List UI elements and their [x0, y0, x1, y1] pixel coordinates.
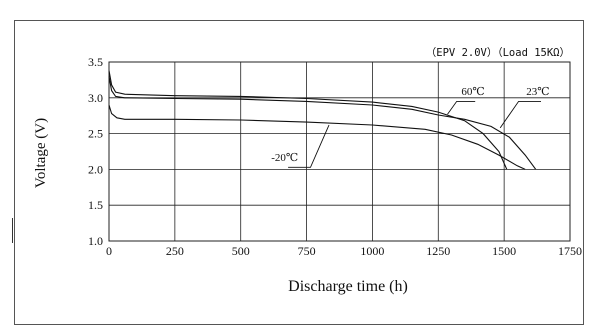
plot-area	[108, 61, 571, 242]
y-tick-label: 1.5	[88, 198, 103, 212]
series-leader-line	[499, 100, 541, 129]
y-tick-label: 3.5	[88, 55, 103, 69]
series-leader-line	[447, 100, 476, 115]
x-tick-label: 0	[106, 244, 112, 258]
series-line	[108, 104, 526, 170]
chart-annotation: （EPV 2.0V）（Load 15KΩ）	[426, 47, 570, 59]
series-label: 60℃	[461, 86, 484, 98]
frame-edge-mark	[12, 218, 13, 243]
x-tick-label: 750	[298, 244, 316, 258]
x-tick-label: 1500	[492, 244, 516, 258]
x-tick-label: 1750	[558, 244, 582, 258]
chart-frame: （EPV 2.0V）（Load 15KΩ） Voltage (V) Discha…	[14, 20, 584, 325]
x-tick-label: 500	[232, 244, 250, 258]
y-tick-label: 3.0	[88, 91, 103, 105]
x-tick-label: 1250	[426, 244, 450, 258]
series-line	[108, 76, 537, 170]
series-leader-line	[288, 124, 330, 168]
series-label: 23℃	[526, 86, 549, 98]
y-tick-label: 2.0	[88, 162, 103, 176]
x-tick-label: 1000	[360, 244, 384, 258]
series-line	[108, 70, 508, 170]
x-tick-label: 250	[166, 244, 184, 258]
y-axis-label: Voltage (V)	[33, 118, 49, 188]
y-tick-label: 1.0	[88, 234, 103, 248]
y-tick-label: 2.5	[88, 127, 103, 141]
series-label: -20℃	[271, 152, 298, 164]
discharge-chart: （EPV 2.0V）（Load 15KΩ） Voltage (V) Discha…	[33, 47, 582, 295]
x-axis-label: Discharge time (h)	[288, 278, 408, 295]
